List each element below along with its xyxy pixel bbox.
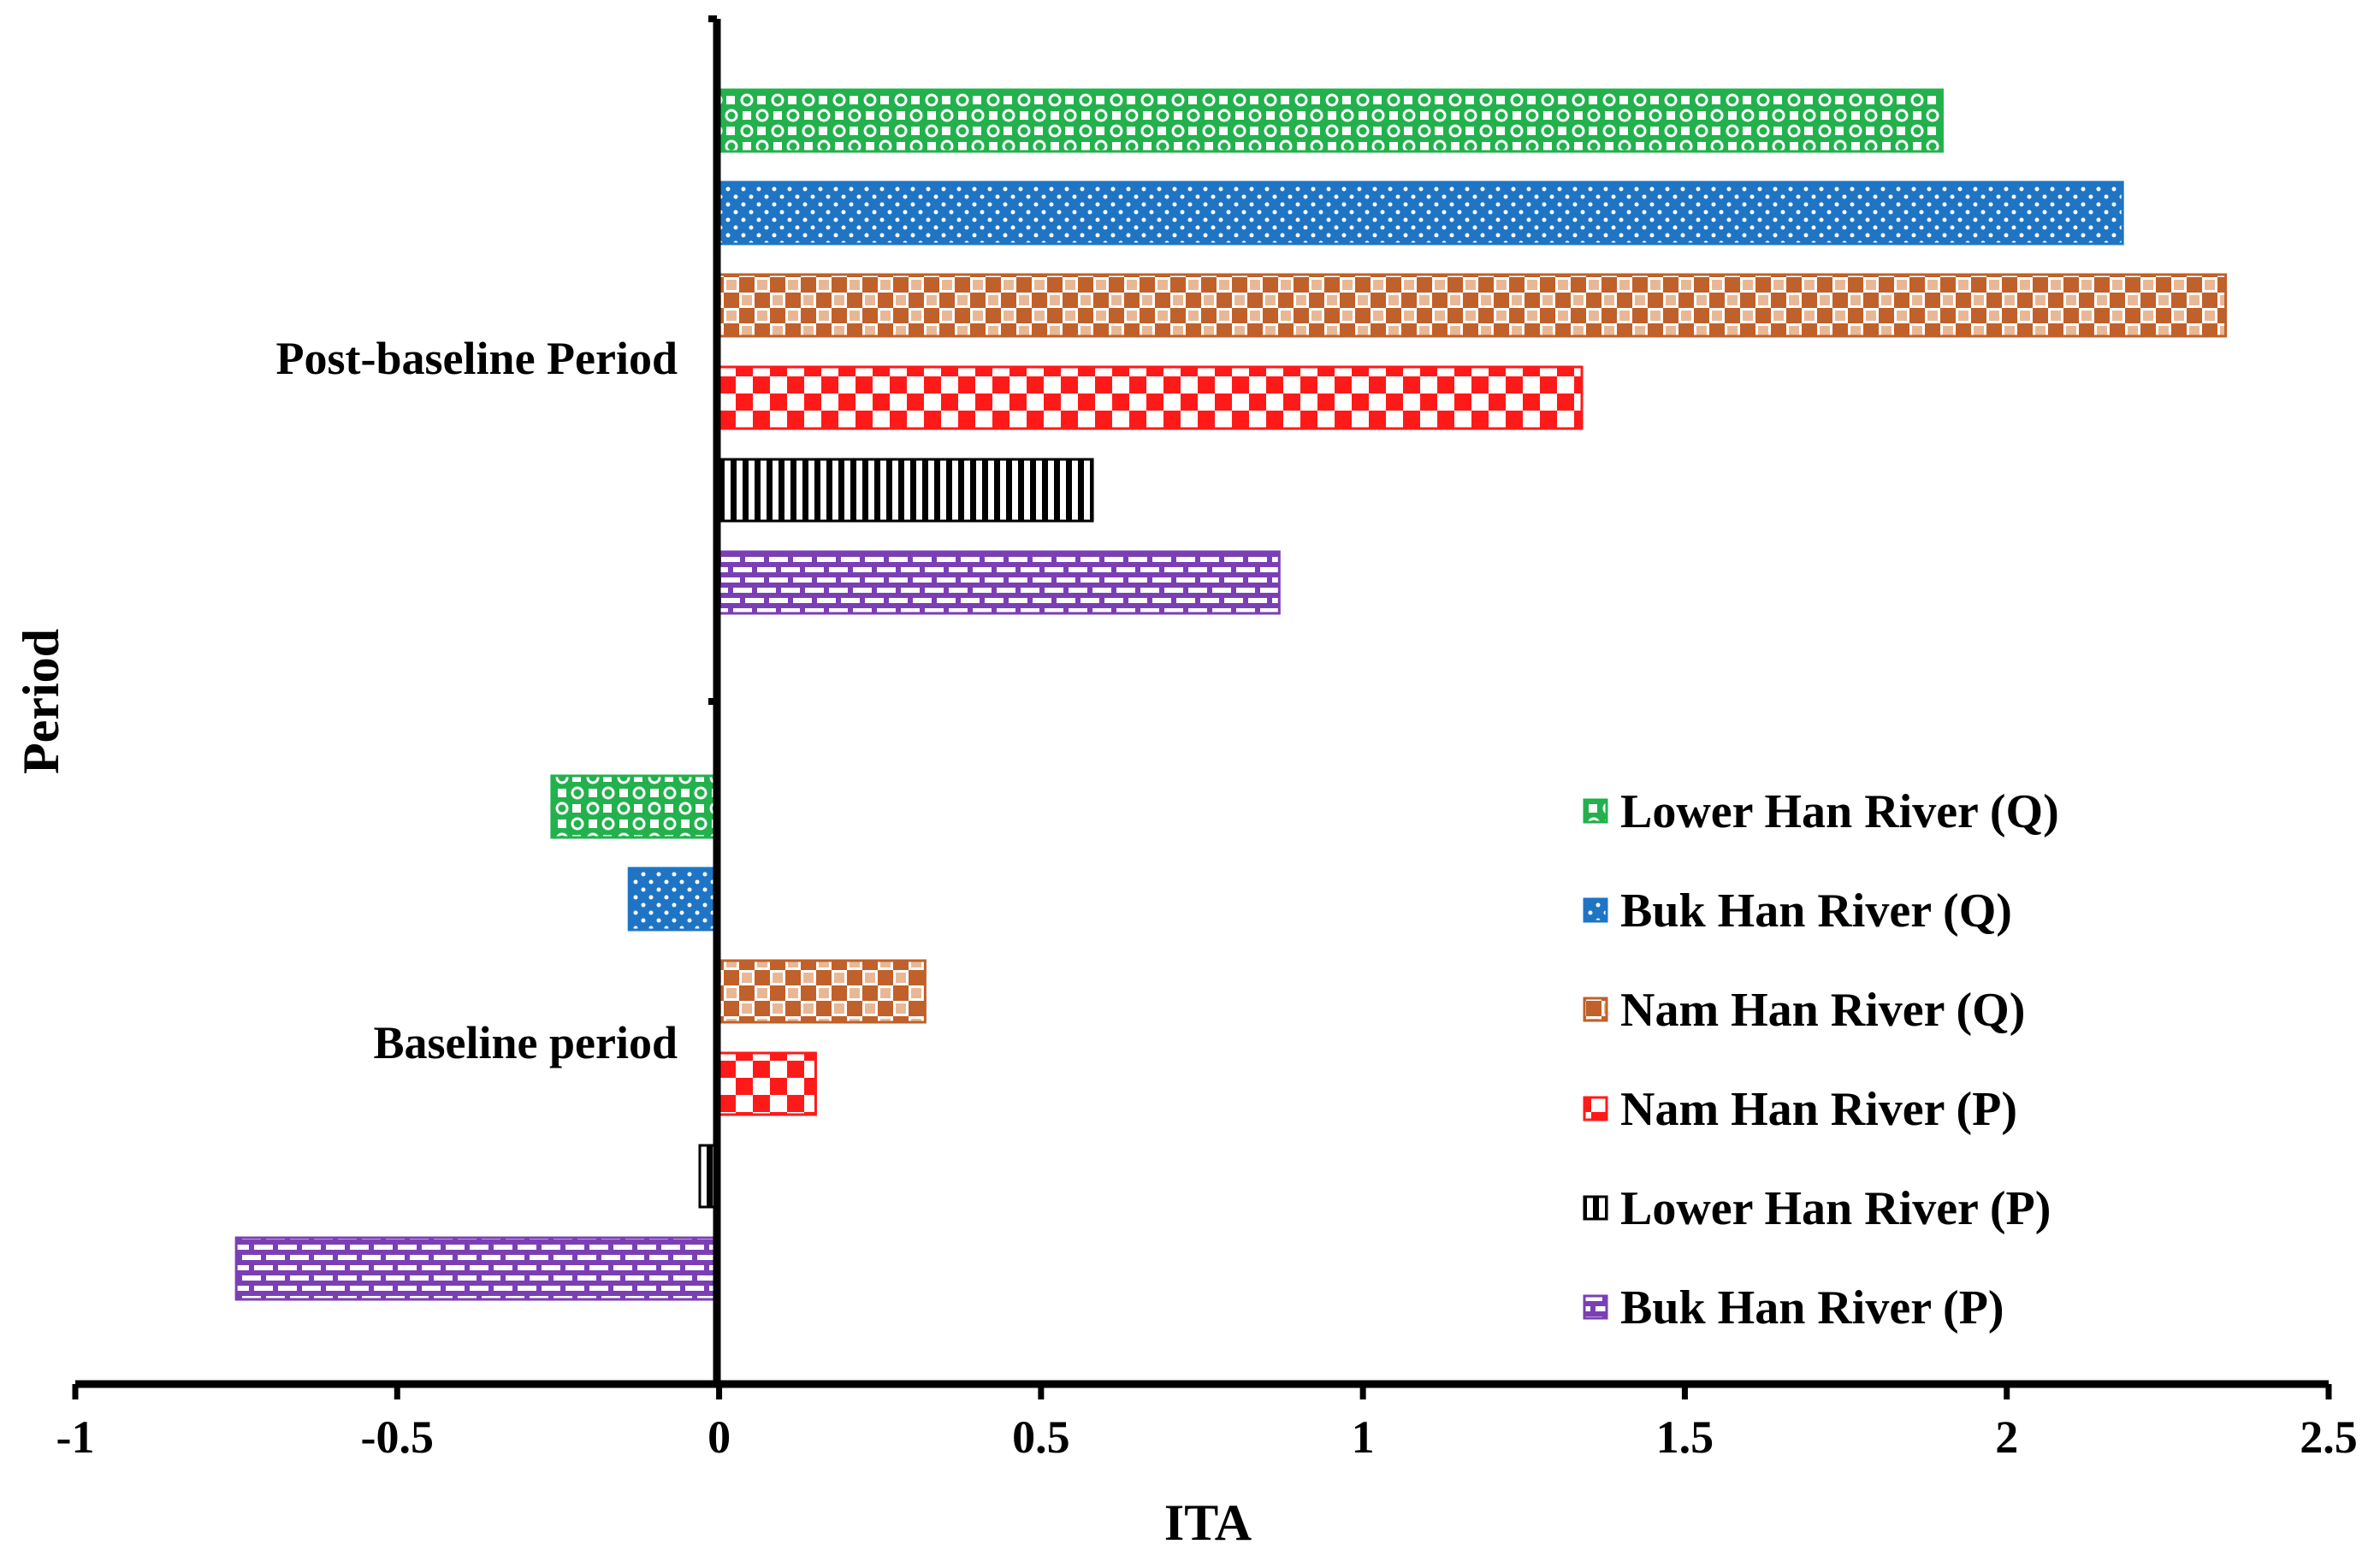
- x-tick-label: 2.5: [2300, 1411, 2358, 1463]
- legend-label-lower-han-river-q: Lower Han River (Q): [1620, 785, 2059, 838]
- bar-buk-han-river-p-baseline-period: [234, 1236, 721, 1301]
- bar-buk-han-river-q-post-baseline-period: [718, 180, 2124, 246]
- legend: Lower Han River (Q) Buk Han River (Q) Nam …: [1583, 785, 2059, 1334]
- legend-swatch-nam-han-river-q: [1583, 997, 1608, 1022]
- x-tick-label: 1: [1352, 1411, 1375, 1463]
- category-label-baseline: Baseline period: [373, 1017, 678, 1068]
- bar-nam-han-river-q-baseline-period: [718, 959, 927, 1024]
- legend-swatch-buk-han-river-p: [1583, 1294, 1608, 1320]
- bar-nam-han-river-q-post-baseline-period: [718, 273, 2228, 338]
- legend-label-nam-han-river-p: Nam Han River (P): [1620, 1083, 2017, 1136]
- category-label-post-baseline: Post-baseline Period: [276, 333, 678, 384]
- legend-label-lower-han-river-p: Lower Han River (P): [1620, 1182, 2051, 1235]
- bar-lower-han-river-q-baseline-period: [550, 774, 721, 839]
- bar-nam-han-river-p-baseline-period: [718, 1051, 817, 1116]
- legend-swatch-buk-han-river-q: [1583, 897, 1608, 923]
- x-axis-title: ITA: [1164, 1494, 1252, 1551]
- legend-label-nam-han-river-q: Nam Han River (Q): [1620, 984, 2025, 1037]
- x-tick-label: 0: [707, 1411, 731, 1463]
- y-axis-title: Period: [13, 629, 69, 774]
- x-tick-label: 0.5: [1012, 1411, 1070, 1463]
- legend-label-buk-han-river-p: Buk Han River (P): [1620, 1281, 2004, 1334]
- legend-swatch-lower-han-river-p: [1583, 1195, 1608, 1221]
- x-axis-ticks: -1 -0.5 0 0.5 1 1.5 2 2.5: [56, 1384, 2358, 1463]
- bar-nam-han-river-p-post-baseline-period: [718, 365, 1584, 430]
- bar-buk-han-river-q-baseline-period: [627, 867, 721, 932]
- legend-swatch-lower-han-river-q: [1583, 798, 1608, 824]
- legend-swatch-nam-han-river-p: [1583, 1096, 1608, 1121]
- bars-group: [234, 88, 2228, 1301]
- x-tick-label: -0.5: [361, 1411, 434, 1463]
- x-tick-label: 1.5: [1656, 1411, 1714, 1463]
- x-tick-label: -1: [56, 1411, 95, 1463]
- bar-lower-han-river-p-post-baseline-period: [718, 458, 1094, 523]
- bar-lower-han-river-q-post-baseline-period: [718, 88, 1944, 153]
- bar-buk-han-river-p-post-baseline-period: [718, 550, 1281, 615]
- legend-label-buk-han-river-q: Buk Han River (Q): [1620, 884, 2012, 938]
- x-tick-label: 2: [1995, 1411, 2018, 1463]
